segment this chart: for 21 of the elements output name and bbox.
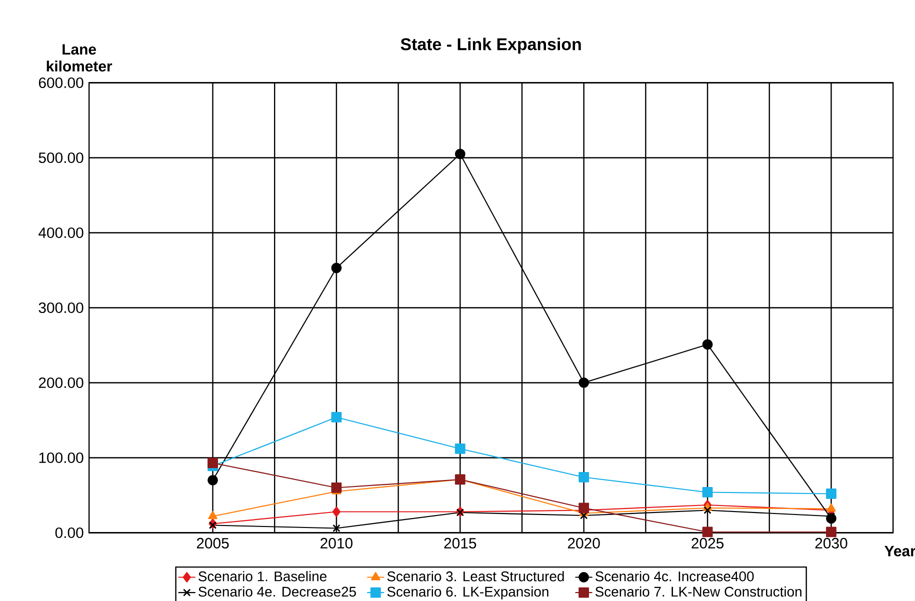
x-tick-label: 2025 xyxy=(692,538,724,548)
x-tick-label: 2010 xyxy=(320,538,352,548)
x-tick-label: 2015 xyxy=(444,538,476,548)
y-tick-label: 400.00 xyxy=(38,227,84,238)
y-tick-label: 300.00 xyxy=(38,302,84,314)
legend-label: Scenario 7. LK-New Construction xyxy=(595,586,802,597)
legend-label: Scenario 4c. Increase400 xyxy=(595,571,754,582)
x-tick-label: 2020 xyxy=(568,538,600,548)
y-tick-label: 600.00 xyxy=(38,77,84,88)
x-tick-label: 2005 xyxy=(196,538,229,548)
y-tick-label: 200.00 xyxy=(38,377,84,388)
x-tick-label: 2030 xyxy=(815,538,848,548)
y-tick-label: 100.00 xyxy=(39,452,84,464)
legend-label: Scenario 3. Least Structured xyxy=(387,571,564,582)
legend-label: Scenario 4e. Decrease25 xyxy=(198,586,356,597)
legend-label: Scenario 6. LK-Expansion xyxy=(387,586,548,600)
legend-label: Scenario 1. Baseline xyxy=(198,571,326,582)
y-tick-label: 0.00 xyxy=(55,527,84,538)
y-tick-label: 500.00 xyxy=(38,152,84,164)
chart-title: State - Link Expansion xyxy=(400,38,581,54)
y-axis-title: Lane kilometer xyxy=(46,44,112,72)
